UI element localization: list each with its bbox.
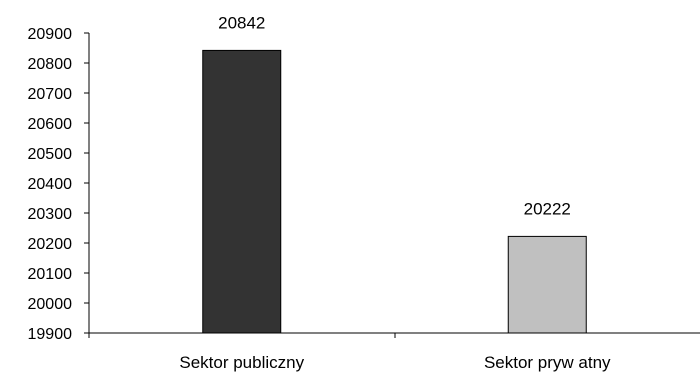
y-tick-label: 20900: [28, 26, 73, 43]
x-category-label: Sektor publiczny: [179, 353, 304, 372]
y-tick-label: 20200: [28, 236, 73, 253]
y-tick-label: 19900: [28, 326, 73, 343]
y-tick-label: 20300: [28, 206, 73, 223]
y-tick-label: 20000: [28, 296, 73, 313]
bar-2: [507, 235, 587, 334]
data-labels: 20842 20222: [218, 13, 571, 218]
y-tick-label: 20600: [28, 116, 73, 133]
y-tick-label: 20500: [28, 146, 73, 163]
data-label: 20842: [218, 13, 265, 32]
y-tick-label: 20800: [28, 56, 73, 73]
x-category-label: Sektor pryw atny: [484, 353, 611, 372]
bars: [202, 49, 587, 334]
y-tick-label: 20100: [28, 266, 73, 283]
bar-1: [202, 49, 282, 334]
y-tick-label: 20400: [28, 176, 73, 193]
y-tick-label: 20700: [28, 86, 73, 103]
y-axis: 19900 20000 20100 20200 20300 20400 20500 20600…: [28, 26, 90, 343]
x-axis: Sektor publiczny Sektor pryw atny: [88, 332, 700, 372]
data-label: 20222: [524, 199, 571, 218]
